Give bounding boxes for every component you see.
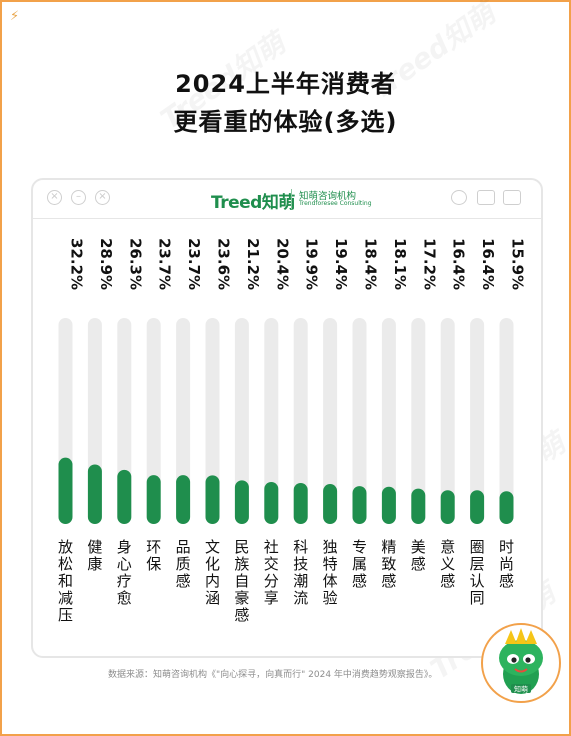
bar-track xyxy=(381,318,396,524)
logo-en-name: Trendforesee Consulting xyxy=(299,200,372,207)
bar-13 xyxy=(440,490,455,524)
category-label: 品质感 xyxy=(176,538,191,590)
data-label: 18.4% xyxy=(362,238,380,290)
share-icon[interactable] xyxy=(477,190,495,205)
bar-track xyxy=(293,318,308,524)
data-label: 16.4% xyxy=(479,238,497,290)
category-label: 身心疗愈 xyxy=(117,538,132,607)
data-label: 19.4% xyxy=(332,238,350,290)
category-label: 社交分享 xyxy=(264,538,279,607)
bar-9 xyxy=(323,484,338,524)
bar-6 xyxy=(234,480,249,524)
category-label: 健康 xyxy=(87,538,102,573)
browser-window: × – × Treed知萌 知萌咨询机构 Trendforesee Consul… xyxy=(31,178,543,658)
data-label: 17.2% xyxy=(420,238,438,290)
bar-11 xyxy=(381,486,396,524)
logo-cn-name: 知萌咨询机构 xyxy=(299,191,357,202)
data-label: 21.2% xyxy=(244,238,262,290)
bar-track xyxy=(323,318,338,524)
bar-track xyxy=(499,318,514,524)
category-label: 文化内涵 xyxy=(205,538,220,607)
bar-track xyxy=(470,318,485,524)
bar-track xyxy=(352,318,367,524)
bar-2 xyxy=(117,469,132,524)
bar-7 xyxy=(264,481,279,524)
bar-track xyxy=(205,318,220,524)
category-label: 独特体验 xyxy=(323,538,338,607)
bar-12 xyxy=(411,488,426,524)
bar-track xyxy=(440,318,455,524)
bar-3 xyxy=(146,475,161,524)
category-label: 美感 xyxy=(411,538,426,573)
bar-10 xyxy=(352,486,367,524)
data-label: 16.4% xyxy=(450,238,468,290)
bar-track xyxy=(264,318,279,524)
minimize-icon[interactable]: – xyxy=(71,190,86,205)
data-label: 19.9% xyxy=(303,238,321,290)
bar-track xyxy=(411,318,426,524)
bar-8 xyxy=(293,483,308,524)
bar-1 xyxy=(87,464,102,524)
bar-0 xyxy=(58,457,73,524)
category-label: 精致感 xyxy=(381,538,396,590)
bar-track xyxy=(146,318,161,524)
data-label: 23.6% xyxy=(215,238,233,290)
mascot-label: 知萌 xyxy=(514,685,528,694)
category-label: 专属感 xyxy=(352,538,367,590)
category-label: 时尚感 xyxy=(499,538,514,590)
title-line-1: 2024上半年消费者 xyxy=(175,70,396,98)
category-label: 放松和减压 xyxy=(58,538,73,624)
bar-track xyxy=(176,318,191,524)
category-label: 民族自豪感 xyxy=(234,538,249,624)
maximize-icon[interactable]: × xyxy=(95,190,110,205)
bar-15 xyxy=(499,491,514,524)
data-label: 23.7% xyxy=(156,238,174,290)
category-label: 圈层认同 xyxy=(470,538,485,607)
data-label: 26.3% xyxy=(126,238,144,290)
bar-14 xyxy=(470,490,485,524)
category-label: 意义感 xyxy=(440,538,455,590)
data-label: 32.2% xyxy=(68,238,86,290)
category-label: 环保 xyxy=(146,538,161,573)
logo-divider xyxy=(291,189,292,209)
close-icon[interactable]: × xyxy=(47,190,62,205)
mascot-icon: 知萌 xyxy=(481,623,561,703)
data-label: 15.9% xyxy=(509,238,527,290)
window-toolbar: × – × Treed知萌 知萌咨询机构 Trendforesee Consul… xyxy=(33,180,541,219)
bar-4 xyxy=(176,475,191,524)
data-label: 20.4% xyxy=(273,238,291,290)
bar-track xyxy=(234,318,249,524)
data-label: 18.1% xyxy=(391,238,409,290)
source-note: 数据来源：知萌咨询机构《"向心探寻，向真而行" 2024 年中消费趋势观察报告》… xyxy=(108,670,438,680)
window-icon[interactable] xyxy=(503,190,521,205)
category-label: 科技潮流 xyxy=(293,538,308,607)
data-label: 23.7% xyxy=(185,238,203,290)
logo-wordmark: Treed知萌 xyxy=(211,193,295,213)
corner-logo-icon: ⚡ xyxy=(10,9,20,24)
record-icon[interactable] xyxy=(451,190,467,205)
data-label: 28.9% xyxy=(97,238,115,290)
title-line-2: 更看重的体验(多选) xyxy=(173,108,398,136)
bar-5 xyxy=(205,475,220,524)
